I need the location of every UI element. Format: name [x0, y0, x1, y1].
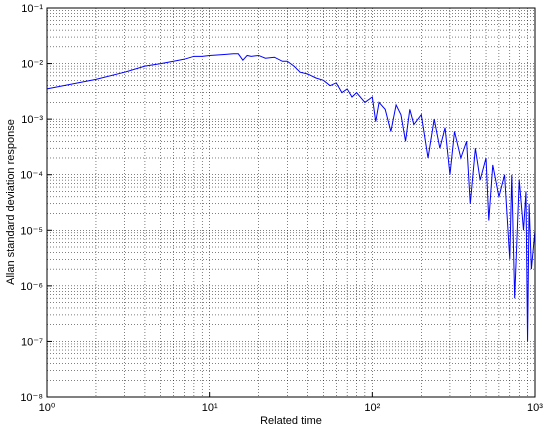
plot-frame [46, 7, 536, 398]
plot-area [47, 8, 535, 397]
data-line [46, 53, 536, 342]
y-tick-label: 10⁻³ [21, 114, 43, 126]
x-tick-label: 10³ [527, 402, 543, 414]
x-tick-label: 10² [364, 402, 380, 414]
y-tick-label: 10⁻⁷ [21, 336, 43, 348]
y-tick-label: 10⁻¹ [21, 3, 43, 15]
y-tick-label: 10⁻² [21, 59, 43, 71]
x-axis-label: Related time [260, 415, 322, 427]
y-tick-label: 10⁻⁵ [20, 225, 43, 237]
y-tick-label: 10⁻⁶ [20, 281, 43, 293]
x-tick-label: 10⁰ [39, 402, 56, 414]
x-tick-label: 10¹ [202, 402, 218, 414]
y-axis-label: Allan standard deviation response [5, 119, 17, 285]
y-tick-label: 10⁻⁴ [20, 170, 43, 182]
y-tick-label: 10⁻⁸ [20, 392, 43, 404]
